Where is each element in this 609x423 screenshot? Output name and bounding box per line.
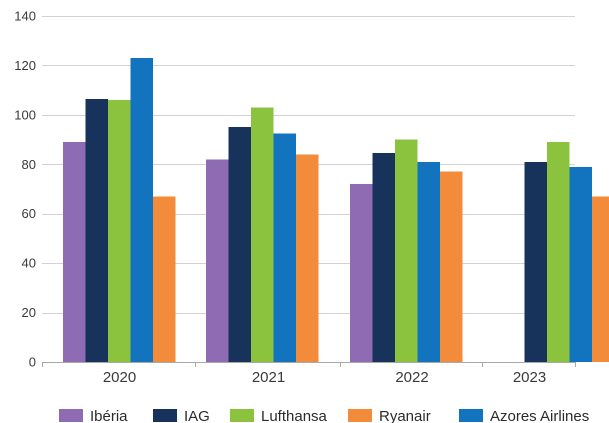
bar bbox=[569, 166, 592, 362]
y-tick-label: 40 bbox=[22, 256, 36, 271]
bar bbox=[251, 107, 274, 362]
legend-swatch bbox=[348, 409, 372, 422]
bar bbox=[206, 159, 229, 362]
bar bbox=[296, 154, 319, 362]
x-axis: 2020 2021 2022 2023 bbox=[42, 362, 576, 386]
bar bbox=[395, 139, 418, 362]
bars bbox=[63, 58, 609, 363]
y-tick-label: 0 bbox=[29, 355, 36, 370]
y-tick-label: 80 bbox=[22, 157, 36, 172]
x-tick-label: 2020 bbox=[103, 369, 136, 386]
legend-item: Ibéria bbox=[59, 408, 128, 423]
legend-label: IAG bbox=[184, 408, 210, 423]
legend-item: IAG bbox=[153, 408, 210, 423]
legend-item: Ryanair bbox=[348, 408, 431, 423]
legend-item: Azores Airlines bbox=[459, 408, 589, 423]
bar bbox=[417, 161, 440, 362]
bar bbox=[592, 196, 609, 362]
y-axis-tick-labels: 0 20 40 60 80 100 120 140 bbox=[14, 9, 36, 370]
bar bbox=[440, 171, 463, 362]
legend-label: Azores Airlines bbox=[490, 408, 589, 423]
x-tick-label: 2023 bbox=[513, 369, 546, 386]
legend: Ibéria IAG Lufthansa Ryanair Azores Airlines bbox=[59, 408, 589, 423]
y-tick-label: 60 bbox=[22, 206, 36, 221]
bar bbox=[350, 184, 373, 362]
bar bbox=[228, 127, 251, 363]
bar bbox=[524, 161, 547, 362]
legend-label: Ibéria bbox=[90, 408, 128, 423]
legend-item: Lufthansa bbox=[230, 408, 328, 423]
legend-swatch bbox=[153, 409, 177, 422]
bar bbox=[153, 196, 176, 362]
bar bbox=[85, 98, 108, 362]
legend-label: Ryanair bbox=[379, 408, 431, 423]
bar bbox=[372, 153, 395, 362]
bar bbox=[63, 142, 86, 362]
legend-swatch bbox=[59, 409, 83, 422]
x-tick-label: 2022 bbox=[395, 369, 428, 386]
y-tick-label: 100 bbox=[14, 107, 36, 122]
bar bbox=[273, 133, 296, 362]
x-tick-label: 2021 bbox=[252, 369, 285, 386]
bar bbox=[130, 58, 153, 362]
bar bbox=[547, 142, 570, 362]
y-tick-label: 120 bbox=[14, 58, 36, 73]
legend-swatch bbox=[230, 409, 254, 422]
bar bbox=[108, 100, 131, 362]
legend-swatch bbox=[459, 409, 483, 422]
y-tick-label: 20 bbox=[22, 305, 36, 320]
y-tick-label: 140 bbox=[14, 9, 36, 24]
legend-label: Lufthansa bbox=[261, 408, 328, 423]
